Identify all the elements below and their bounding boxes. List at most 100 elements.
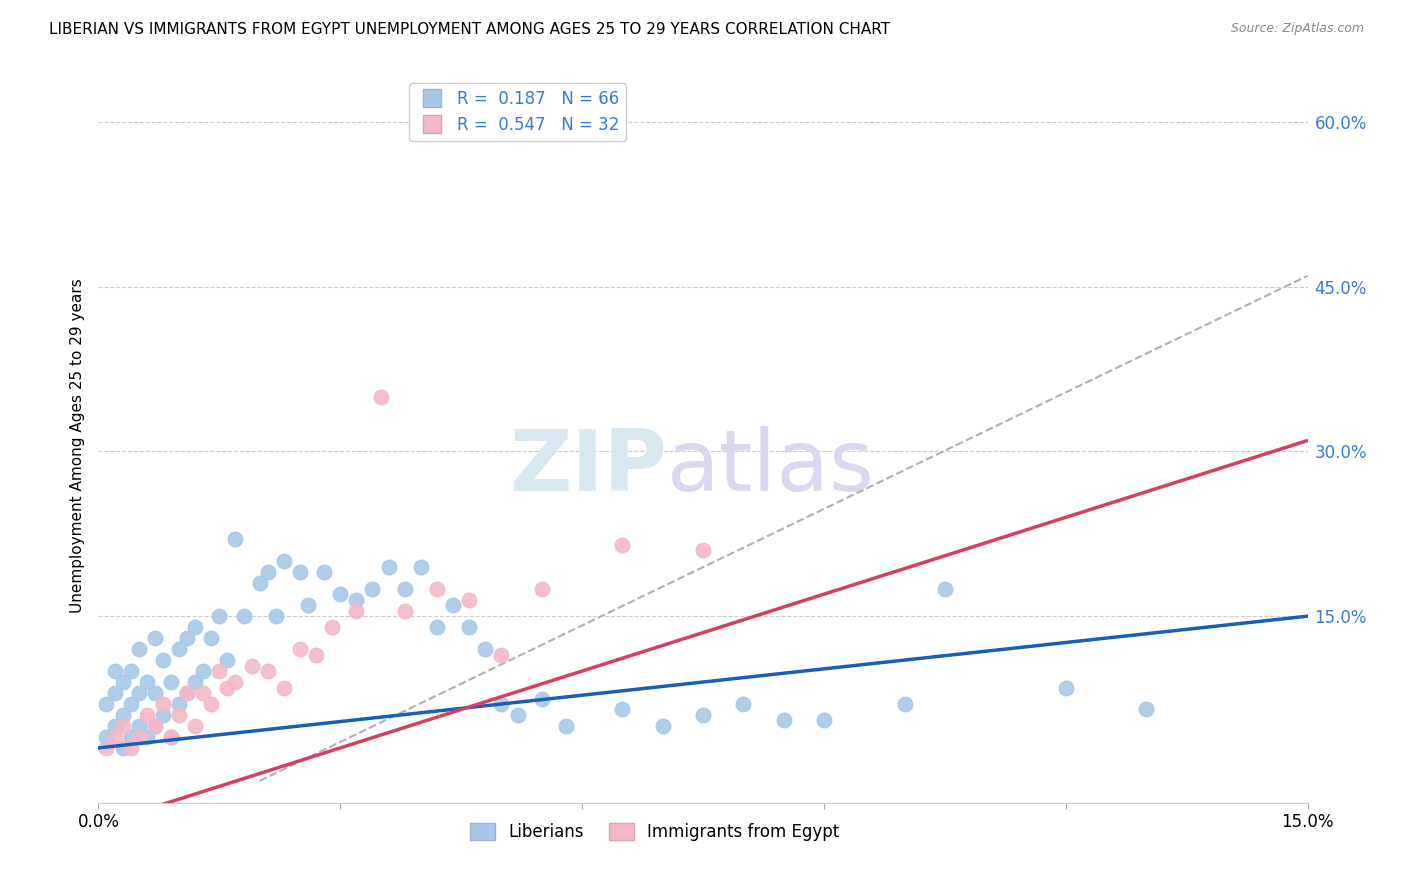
Point (441, 598, 464, 612)
Point (217, 653, 239, 667)
Point (111, 708, 134, 723)
Point (128, 730, 150, 744)
Point (394, 582, 416, 596)
Point (184, 675, 207, 690)
Point (176, 686, 198, 700)
Point (377, 559, 399, 574)
Point (426, 582, 449, 596)
Point (256, 664, 278, 678)
Point (305, 648, 328, 662)
Point (176, 686, 198, 700)
Point (394, 604, 416, 618)
Point (813, 714, 835, 728)
Text: atlas: atlas (666, 425, 875, 509)
Point (160, 675, 183, 690)
Point (120, 730, 142, 744)
Point (361, 582, 384, 596)
Point (184, 719, 207, 733)
Text: LIBERIAN VS IMMIGRANTS FROM EGYPT UNEMPLOYMENT AMONG AGES 25 TO 29 YEARS CORRELA: LIBERIAN VS IMMIGRANTS FROM EGYPT UNEMPL… (49, 22, 890, 37)
Point (128, 719, 150, 733)
Point (176, 631, 198, 645)
Point (344, 604, 367, 618)
Point (934, 582, 956, 596)
Point (288, 642, 311, 657)
Point (103, 730, 125, 744)
Point (612, 538, 634, 552)
Point (143, 719, 166, 733)
Text: Source: ZipAtlas.com: Source: ZipAtlas.com (1230, 22, 1364, 36)
Point (160, 730, 183, 744)
Point (692, 708, 714, 723)
Point (733, 697, 755, 711)
Y-axis label: Unemployment Among Ages 25 to 29 years: Unemployment Among Ages 25 to 29 years (69, 278, 84, 614)
Point (208, 609, 231, 624)
Point (530, 691, 553, 706)
Point (217, 681, 239, 695)
Point (167, 708, 190, 723)
Point (426, 620, 449, 634)
Point (143, 719, 166, 733)
Point (167, 697, 190, 711)
Point (120, 664, 142, 678)
Point (344, 592, 367, 607)
Point (329, 587, 352, 601)
Point (111, 740, 134, 755)
Point (135, 730, 157, 744)
Legend: Liberians, Immigrants from Egypt: Liberians, Immigrants from Egypt (463, 816, 846, 848)
Point (184, 620, 207, 634)
Point (240, 658, 263, 673)
Point (193, 686, 215, 700)
Point (224, 533, 246, 547)
Point (143, 686, 166, 700)
Point (96, 697, 118, 711)
Point (264, 609, 287, 624)
Point (224, 675, 246, 690)
Point (120, 697, 142, 711)
Point (893, 697, 915, 711)
Point (128, 686, 150, 700)
Point (193, 664, 215, 678)
Point (167, 642, 190, 657)
Point (297, 598, 319, 612)
Point (458, 592, 481, 607)
Point (491, 648, 513, 662)
Point (370, 390, 392, 404)
Point (288, 566, 311, 580)
Point (111, 675, 134, 690)
Point (256, 566, 278, 580)
Point (208, 664, 231, 678)
Point (491, 697, 513, 711)
Point (152, 697, 174, 711)
Point (111, 719, 134, 733)
Point (530, 582, 553, 596)
Point (314, 566, 336, 580)
Point (612, 702, 634, 716)
Point (474, 642, 496, 657)
Point (96, 740, 118, 755)
Point (200, 697, 222, 711)
Point (135, 708, 157, 723)
Point (692, 543, 714, 558)
Point (152, 653, 174, 667)
Point (103, 686, 125, 700)
Point (103, 719, 125, 733)
Point (103, 664, 125, 678)
Point (273, 554, 295, 568)
Point (120, 740, 142, 755)
Point (143, 631, 166, 645)
Point (200, 631, 222, 645)
Text: ZIP: ZIP (509, 425, 666, 509)
Point (651, 719, 673, 733)
Point (1054, 681, 1077, 695)
Point (135, 675, 157, 690)
Point (249, 576, 271, 591)
Point (409, 559, 432, 574)
Point (160, 730, 183, 744)
Point (1135, 702, 1157, 716)
Point (458, 620, 481, 634)
Point (772, 714, 794, 728)
Point (232, 609, 254, 624)
Point (506, 708, 529, 723)
Point (321, 620, 343, 634)
Point (152, 708, 174, 723)
